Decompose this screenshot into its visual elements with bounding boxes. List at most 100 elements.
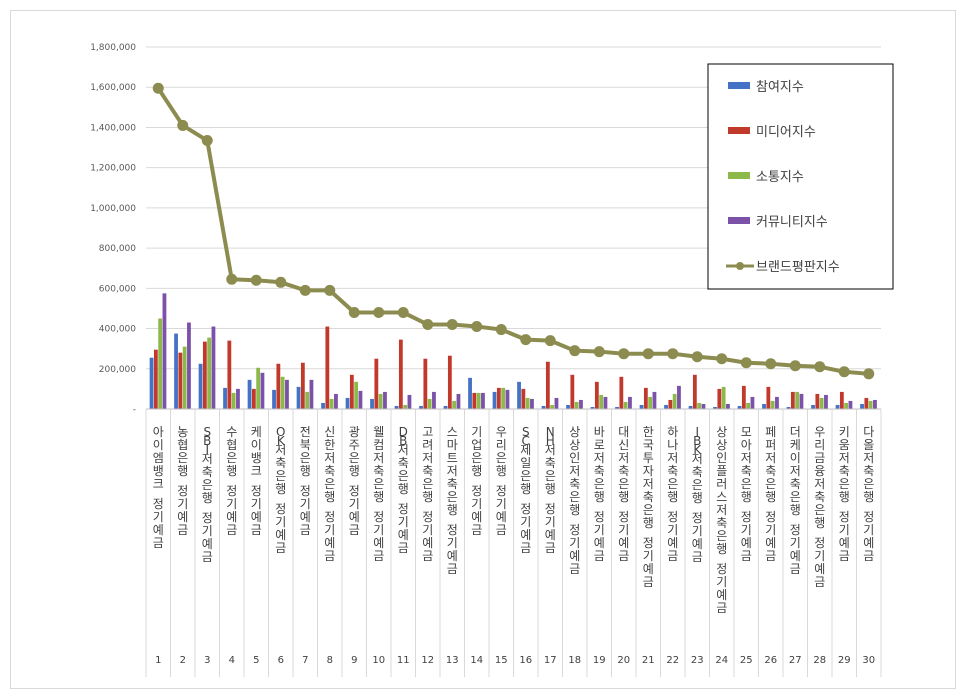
category-char: 우 (814, 425, 825, 439)
category-char: 예 (349, 510, 360, 524)
category-char: 저 (373, 451, 384, 465)
line-point (642, 348, 654, 360)
category-char: 금 (667, 549, 678, 563)
category-char: 저 (447, 464, 458, 478)
rank-label: 5 (253, 655, 259, 666)
category-char: 움 (839, 438, 850, 452)
bar (517, 381, 521, 409)
category-char: 은 (447, 490, 458, 504)
bar (579, 399, 583, 409)
category-char: 기 (667, 523, 678, 537)
category-char: 축 (594, 464, 605, 478)
bar (664, 404, 668, 409)
category-char: 금 (765, 549, 776, 563)
category-char: 축 (324, 464, 335, 478)
category-char: 기 (447, 536, 458, 550)
bar (378, 393, 383, 409)
category-char: 저 (422, 451, 433, 465)
y-tick-label: 1,200,000 (90, 164, 136, 174)
bar (178, 352, 183, 409)
line-point (422, 319, 434, 331)
category-char: 금 (839, 549, 850, 563)
category-char: 정 (520, 502, 531, 516)
category-char: 기 (643, 549, 654, 563)
category-char: 정 (643, 536, 654, 550)
x-axis: 아이엠뱅크정기예금1농협은행정기예금2SBI저축은행정기예금3수협은행정기예금4… (145, 408, 882, 677)
category-char: 나 (667, 438, 678, 452)
category-char: 예 (300, 510, 311, 524)
bar (447, 355, 452, 409)
category-char: 신 (618, 438, 629, 452)
rank-label: 3 (204, 655, 210, 666)
line-point (667, 348, 679, 360)
category-char: 금 (692, 550, 703, 564)
bar (615, 406, 619, 409)
category-char: 행 (716, 541, 727, 556)
bar (187, 322, 191, 409)
bar (541, 405, 546, 409)
category-char: 플 (716, 464, 727, 478)
category-char: 인 (716, 451, 727, 465)
category-char: 은 (863, 477, 874, 491)
rank-label: 26 (764, 655, 777, 666)
category-char: 저 (667, 451, 678, 465)
bar (677, 385, 681, 409)
category-char: 트 (447, 451, 458, 465)
bar (481, 392, 485, 409)
bar (403, 404, 408, 409)
line-point (152, 82, 164, 94)
category-char: 축 (863, 464, 874, 478)
category-char: 금 (300, 523, 311, 537)
category-char: 금 (447, 562, 458, 576)
category-char: 주 (349, 438, 360, 452)
bar (811, 404, 815, 409)
category-char: 기 (790, 536, 801, 550)
category-char: 농 (177, 425, 188, 439)
bar (394, 405, 399, 409)
category-char: 금 (545, 541, 556, 555)
category-char: 제 (520, 443, 531, 457)
category-char: 금 (202, 550, 213, 564)
bar (407, 394, 412, 409)
category-char: 기 (226, 497, 237, 511)
bar (202, 341, 207, 409)
category-char: 예 (618, 536, 629, 550)
rank-label: 7 (302, 655, 308, 666)
category-char: 은 (349, 451, 360, 465)
bar (236, 388, 240, 409)
bar (182, 346, 187, 409)
line-point (544, 335, 556, 347)
bar (521, 388, 526, 409)
category-char: 예 (716, 588, 727, 602)
category-char: 축 (569, 477, 580, 491)
category-char: 정 (569, 523, 580, 537)
category-char: 정 (594, 510, 605, 524)
category-char: 금 (814, 575, 825, 589)
category-char: 금 (398, 541, 409, 555)
line-point (740, 357, 752, 369)
bar (285, 379, 289, 409)
category-char: 금 (349, 523, 360, 537)
category-char: 금 (643, 575, 654, 589)
rank-label: 22 (666, 655, 679, 666)
bar (198, 363, 203, 409)
rank-label: 17 (544, 655, 557, 666)
bar (766, 386, 771, 409)
category-char: 예 (447, 549, 458, 563)
category-char: 행 (300, 463, 311, 478)
bar (280, 376, 285, 409)
bar (643, 387, 648, 409)
y-tick-label: 1,400,000 (90, 123, 136, 133)
category-char: 은 (814, 503, 825, 517)
category-char: 예 (790, 549, 801, 563)
bar (223, 387, 227, 409)
category-char: 축 (545, 456, 556, 470)
bar (713, 406, 717, 409)
